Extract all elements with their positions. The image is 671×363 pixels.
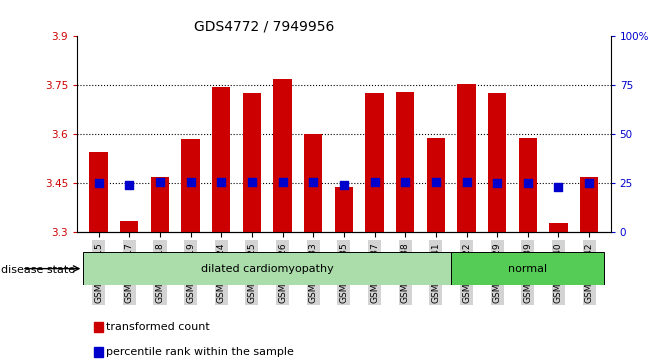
Point [400, 179, 411, 184]
Text: normal: normal [508, 264, 548, 274]
Bar [488, 93, 507, 232]
FancyBboxPatch shape [451, 252, 605, 285]
Point [431, 179, 442, 184]
Point [461, 179, 472, 184]
Point [523, 180, 533, 186]
Bar [273, 79, 292, 232]
Bar [365, 93, 384, 232]
Bar [458, 83, 476, 232]
Bar [151, 177, 169, 232]
Bar [550, 223, 568, 232]
Text: dilated cardiomyopathy: dilated cardiomyopathy [201, 264, 333, 274]
Text: disease state: disease state [1, 265, 75, 276]
Point [154, 179, 165, 184]
Title: GDS4772 / 7949956: GDS4772 / 7949956 [194, 20, 334, 34]
Bar [212, 87, 230, 232]
Point [369, 179, 380, 184]
Point [185, 179, 196, 184]
Bar [427, 138, 445, 232]
Bar [335, 187, 353, 232]
Point [339, 182, 350, 188]
Bar [396, 92, 415, 232]
Point [216, 179, 227, 184]
Point [553, 184, 564, 189]
Bar [89, 152, 108, 232]
Text: percentile rank within the sample: percentile rank within the sample [106, 347, 294, 357]
Bar [580, 177, 599, 232]
Bar [181, 139, 200, 232]
Point [277, 179, 288, 184]
Point [308, 179, 319, 184]
Point [93, 180, 104, 186]
Point [246, 179, 257, 184]
Point [124, 182, 135, 188]
Point [492, 180, 503, 186]
Bar [120, 221, 138, 232]
Text: transformed count: transformed count [106, 322, 210, 332]
Point [584, 180, 595, 186]
Bar [243, 93, 261, 232]
Bar [304, 134, 323, 232]
Bar [519, 138, 537, 232]
FancyBboxPatch shape [83, 252, 451, 285]
